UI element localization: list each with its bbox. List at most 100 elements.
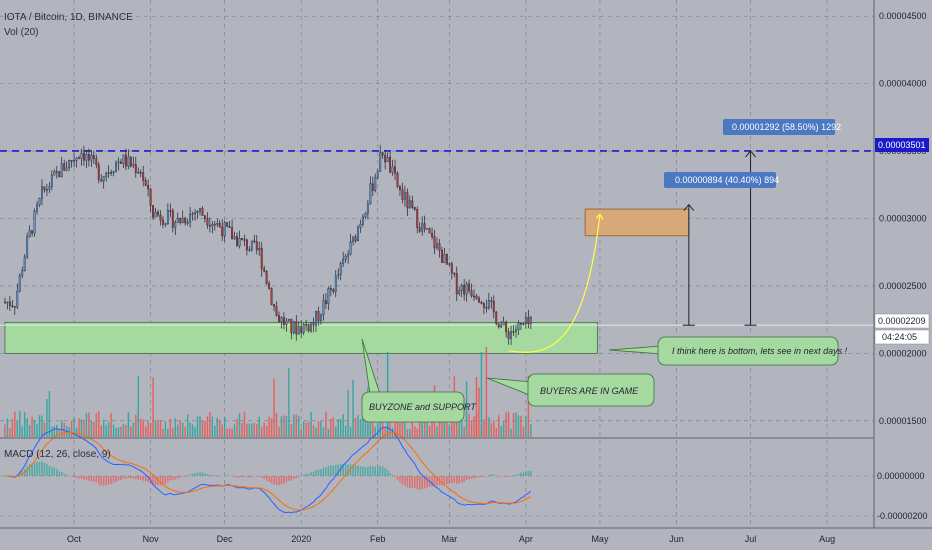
macd-histogram-bar [414,476,416,488]
macd-histogram-bar [285,476,288,483]
candle-body [384,154,387,163]
macd-histogram-bar [275,476,278,485]
candle-body [26,236,29,258]
volume-bar [38,415,41,437]
candle-body [65,167,68,171]
candle-body [208,225,211,227]
volume-bar [275,412,278,437]
volume-bar [36,424,38,437]
macd-histogram-bar [305,473,307,476]
candle-body [453,272,456,275]
candle-body [166,210,169,224]
volume-bar [162,428,164,437]
macd-histogram-bar [337,464,339,476]
volume-bar [337,418,339,437]
candle-body [233,236,236,240]
candle-body [312,322,315,326]
candle-body [174,222,177,228]
volume-bar [93,421,95,437]
macd-histogram-bar [283,476,285,484]
candle-body [102,176,105,182]
macd-histogram-bar [196,472,199,476]
candle-body [53,171,56,176]
candle-body [428,228,431,234]
volume-bar [460,417,463,437]
candle-body [482,303,485,308]
macd-histogram-bar [505,476,507,477]
volume-bar [377,423,379,437]
volume-bar [525,415,527,437]
macd-histogram-bar [347,464,349,476]
macd-histogram-bar [191,473,194,476]
candle-body [23,256,26,272]
resistance-price-tag: 0.00003501 [875,138,929,152]
macd-histogram-bar [339,463,342,476]
candle-body [440,250,443,263]
candle-body [164,223,167,225]
candle-body [507,331,510,339]
symbol-title: IOTA / Bitcoin, 1D, BINANCE [4,12,133,23]
candle-body [349,241,352,255]
volume-bar [372,415,374,437]
candle-body [216,223,219,225]
macd-histogram-bar [510,476,512,477]
macd-histogram-bar [174,476,177,480]
volume-bar [120,426,122,437]
macd-histogram-bar [379,465,381,476]
price-tick-label: 0.00003000 [879,214,927,224]
candle-body [374,177,377,191]
candle-body [418,227,421,232]
macd-histogram-bar [95,476,98,483]
macd-histogram-bar [342,463,344,476]
macd-histogram-bar [300,476,302,477]
resistance-price-tag-text: 0.00003501 [878,140,926,150]
volume-bar [270,418,273,437]
candle-body [21,270,24,276]
candle-body [191,213,194,215]
macd-histogram-bar [441,476,443,486]
macd-histogram-bar [448,476,451,484]
candle-body [258,247,261,251]
candle-body [411,200,414,208]
volume-bar [401,414,404,437]
candle-body [16,290,19,308]
macd-histogram-bar [411,476,414,488]
volume-bar [280,416,283,437]
volume-spike-bar [475,377,478,437]
volume-bar [73,417,75,437]
volume-bar [48,390,51,437]
candle-body [324,300,327,304]
volume-bar [406,428,409,437]
volume-bar [293,414,295,437]
macd-histogram-bar [248,476,251,478]
volume-bar [265,425,268,437]
candle-body [386,157,389,163]
candle-body [421,223,424,232]
macd-histogram-bar [527,471,530,476]
volume-bar [441,418,443,437]
volume-bar [426,412,428,437]
volume-bar [517,415,520,437]
macd-histogram-bar [423,476,426,489]
macd-histogram-bar [63,473,65,476]
candle-body [265,271,268,284]
macd-histogram-bar [147,476,149,483]
macd-histogram-bar [139,476,142,480]
macd-histogram-bar [512,475,515,477]
macd-histogram-bar [117,476,120,481]
candle-body [502,321,505,326]
volume-bar [241,423,243,437]
candle-body [255,241,258,251]
macd-histogram-bar [127,476,130,479]
note-buyzone: BUYZONE and SUPPORT [361,338,477,423]
macd-histogram-bar [172,476,174,481]
candle-body [194,212,196,215]
candle-body [129,156,132,167]
candle-body [263,268,266,272]
volume-bar [411,411,414,437]
measure-arrowhead [745,150,756,158]
volume-bar [431,413,433,437]
volume-bar [204,421,206,437]
candle-body [43,186,46,191]
